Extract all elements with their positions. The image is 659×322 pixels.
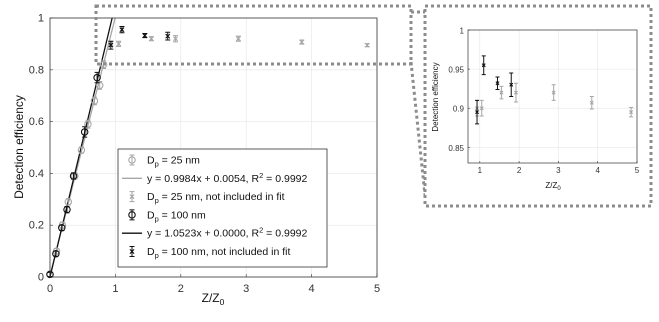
y-tick-label: 0.85 (448, 144, 464, 153)
x-tick-label: 2 (178, 283, 184, 295)
main-data-marks (46, 26, 370, 279)
data-point-x (235, 36, 241, 42)
data-point-x (108, 42, 114, 48)
data-point-circle (99, 60, 108, 69)
data-point-circle (64, 198, 73, 206)
error-bar (97, 80, 103, 90)
x-tick-label: 4 (595, 166, 600, 175)
data-point-x (589, 100, 594, 105)
data-point-circle (128, 156, 136, 164)
data-point-x (165, 33, 171, 39)
data-point-x (142, 33, 148, 39)
data-point-x (481, 63, 486, 68)
legend-entry: Dp = 100 nm, not included in fit (147, 246, 290, 260)
y-tick-label: 0 (38, 272, 44, 284)
legend-entry: y = 1.0523x + 0.0000, R2 = 0.9992 (147, 226, 308, 240)
data-point-x (513, 90, 518, 95)
data-point-x (629, 110, 634, 115)
legend-box (117, 148, 328, 268)
main-tick-labels: 0 1 2 3 4 5 0 0.2 0.4 0.6 0.8 1 (29, 13, 380, 296)
y-tick-label: 0.9 (453, 105, 465, 114)
data-point-circle (69, 172, 78, 180)
main-chart: 0 1 2 3 4 5 0 0.2 0.4 0.6 0.8 1 Z/Z0 Detection effi… (12, 13, 380, 308)
data-point-x (173, 36, 179, 42)
legend-entry: Dp = 100 nm (147, 209, 206, 223)
legend-entry: Dp = 25 nm (147, 155, 200, 169)
legend-entry: y = 0.9984x + 0.0054, R2 = 0.9992 (147, 171, 308, 185)
data-point-circle (84, 120, 92, 128)
legend-entry: Dp = 25 nm, not included in fit (147, 191, 285, 205)
data-point-circle (128, 211, 136, 219)
inset-axes-box (467, 29, 638, 164)
data-point-circle (58, 224, 66, 232)
data-point-circle (63, 205, 71, 214)
y-tick-label: 1 (460, 27, 465, 36)
y-tick-label: 0.95 (448, 66, 464, 75)
data-point-x (148, 36, 154, 42)
data-point-circle (95, 81, 104, 90)
data-point-circle (90, 97, 99, 105)
zoom-region-box (94, 4, 413, 66)
x-tick-label: 3 (556, 166, 561, 175)
error-bar (91, 96, 97, 106)
data-point-x (479, 106, 484, 111)
x-tick-label: 2 (517, 166, 522, 175)
data-point-x (116, 41, 122, 47)
y-tick-label: 0.6 (29, 116, 44, 128)
data-point-x (364, 42, 370, 48)
zoom-connector-bottom (409, 61, 427, 196)
x-tick-label: 1 (478, 166, 483, 175)
data-point-x (495, 81, 500, 86)
data-point-x (475, 110, 480, 115)
inset-chart: 1 2 3 4 5 0.85 0.9 0.95 1 Z/Z0 Detection efficie… (431, 27, 640, 193)
x-tick-label: 5 (374, 283, 380, 295)
data-point-x (119, 27, 125, 33)
error-bar (85, 119, 91, 129)
x-tick-label: 3 (243, 283, 249, 295)
data-point-x (551, 90, 556, 95)
inset-data-marks (475, 55, 634, 125)
y-tick-label: 0.4 (29, 168, 44, 180)
legend: Dp = 25 nm y = 0.9984x + 0.0054, R2 = 0.9… (117, 148, 328, 268)
y-tick-label: 0.2 (29, 220, 44, 232)
data-point-x (129, 249, 135, 254)
data-point-x (299, 39, 305, 45)
data-point-circle (52, 249, 60, 258)
main-axes-box (49, 17, 378, 278)
data-point-x (129, 194, 135, 200)
data-point-x (509, 82, 514, 87)
inset-x-axis-label: Z/Z0 (545, 181, 561, 192)
x-tick-label: 4 (309, 283, 315, 295)
inset-plot-area (468, 30, 637, 163)
x-tick-label: 0 (47, 283, 53, 295)
y-tick-label: 1 (38, 13, 44, 25)
inset-tick-labels: 1 2 3 4 5 0.85 0.9 0.95 1 (448, 27, 639, 176)
data-point-circle (80, 128, 89, 136)
x-tick-label: 1 (112, 283, 118, 295)
main-x-axis-label: Z/Z0 (202, 291, 225, 307)
x-tick-label: 5 (635, 166, 640, 175)
inset-y-axis-label: Detection efficiency (431, 62, 440, 131)
data-point-circle (93, 73, 101, 82)
y-tick-label: 0.8 (29, 64, 44, 76)
data-point-x (499, 90, 504, 95)
data-point-circle (77, 146, 86, 154)
main-y-axis-label: Detection efficiency (12, 95, 26, 199)
